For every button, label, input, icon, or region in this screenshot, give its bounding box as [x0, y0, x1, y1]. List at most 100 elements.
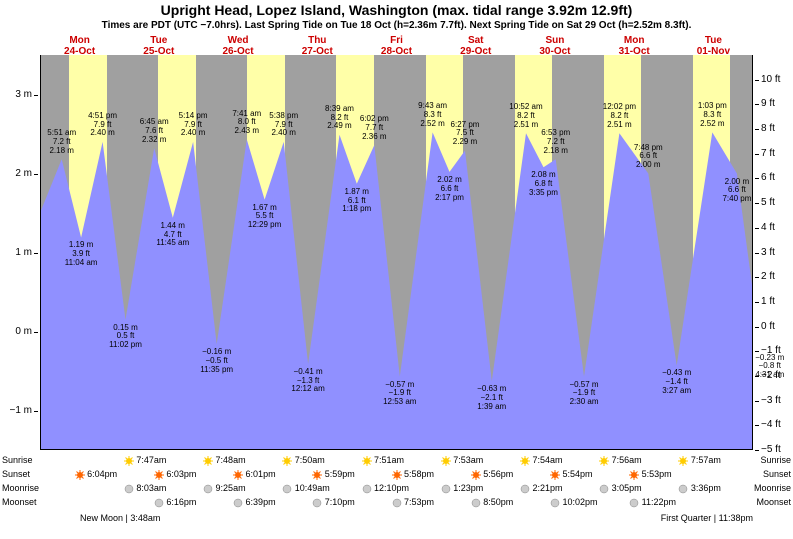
- y-tick-ft: −1 ft: [761, 345, 781, 356]
- y-tick-m: 2 m: [0, 168, 32, 179]
- sunset-icon: [75, 470, 85, 480]
- day-header: Sun30-Oct: [515, 35, 594, 57]
- tick-mark: [34, 332, 38, 333]
- moonrise-time: 2:21pm: [520, 483, 563, 494]
- day-of-week: Wed: [198, 35, 277, 46]
- moonset-time: 7:53pm: [392, 497, 435, 508]
- chart-subtitle: Times are PDT (UTC −7.0hrs). Last Spring…: [102, 20, 692, 31]
- tick-mark: [755, 302, 759, 303]
- tick-mark: [755, 327, 759, 328]
- day-of-week: Tue: [119, 35, 198, 46]
- y-axis-feet: 10 ft9 ft8 ft7 ft6 ft5 ft4 ft3 ft2 ft1 f…: [755, 55, 793, 450]
- tick-mark: [755, 104, 759, 105]
- y-tick-ft: 7 ft: [761, 148, 775, 159]
- moonrise-time: 1:23pm: [441, 483, 484, 494]
- y-tick-ft: 3 ft: [761, 247, 775, 258]
- sunset-time: 5:59pm: [312, 469, 355, 480]
- sunrise-icon: [203, 456, 213, 466]
- day-of-week: Fri: [357, 35, 436, 46]
- sunrise-time: 7:54am: [520, 455, 563, 466]
- tide-event-label: 2.08 m6.8 ft3:35 pm: [529, 171, 558, 197]
- y-tick-ft: 10 ft: [761, 74, 780, 85]
- tide-event-label: 6:45 am7.6 ft2.32 m: [140, 118, 169, 144]
- tick-mark: [755, 401, 759, 402]
- tide-event-label: −0.43 m−1.4 ft3:27 am: [662, 369, 691, 395]
- moonset-icon: [550, 498, 560, 508]
- row-label-left: Moonrise: [2, 483, 39, 493]
- moonset-icon: [233, 498, 243, 508]
- tide-event-label: 10:52 am8.2 ft2.51 m: [509, 103, 542, 129]
- sunset-time: 6:03pm: [154, 469, 197, 480]
- tick-mark: [755, 425, 759, 426]
- sunrise-icon: [362, 456, 372, 466]
- y-tick-ft: 9 ft: [761, 98, 775, 109]
- tide-event-label: 2.02 m6.6 ft2:17 pm: [435, 176, 464, 202]
- moonrise-icon: [520, 484, 530, 494]
- tide-event-label: 8:39 am8.2 ft2.49 m: [325, 105, 354, 131]
- sunset-time: 6:01pm: [233, 469, 276, 480]
- tick-mark: [755, 80, 759, 81]
- moonrise-time: 10:49am: [282, 483, 330, 494]
- row-label-right: Moonrise: [754, 483, 791, 493]
- tide-chart: Upright Head, Lopez Island, Washington (…: [0, 0, 793, 539]
- moonrise-icon: [599, 484, 609, 494]
- row-label-right: Moonset: [756, 497, 791, 507]
- tide-event-label: 6:27 pm7.5 ft2.29 m: [451, 121, 480, 147]
- moon-phase-left: New Moon | 3:48am: [80, 513, 160, 523]
- day-header: Wed26-Oct: [198, 35, 277, 57]
- tick-mark: [34, 253, 38, 254]
- sunset-time: 5:54pm: [550, 469, 593, 480]
- y-tick-ft: 5 ft: [761, 197, 775, 208]
- moonset-time: 8:50pm: [471, 497, 514, 508]
- axis-right-border: [752, 55, 753, 450]
- sunset-time: 5:58pm: [392, 469, 435, 480]
- sunrise-icon: [599, 456, 609, 466]
- day-of-week: Sat: [436, 35, 515, 46]
- moonrise-icon: [124, 484, 134, 494]
- day-of-week: Sun: [515, 35, 594, 46]
- y-tick-ft: −3 ft: [761, 395, 781, 406]
- sunrise-icon: [124, 456, 134, 466]
- y-tick-m: −1 m: [0, 405, 32, 416]
- tide-event-label: 1:03 pm8.3 ft2.52 m: [698, 102, 727, 128]
- tide-event-label: 0.15 m0.5 ft11:02 pm: [109, 324, 142, 350]
- axis-left-border: [40, 55, 41, 450]
- day-of-week: Thu: [278, 35, 357, 46]
- tick-mark: [755, 277, 759, 278]
- sunrise-time: 7:50am: [282, 455, 325, 466]
- tick-mark: [34, 174, 38, 175]
- day-header: Fri28-Oct: [357, 35, 436, 57]
- axis-bottom-border: [40, 449, 753, 450]
- sunrise-icon: [441, 456, 451, 466]
- moonset-time: 6:16pm: [154, 497, 197, 508]
- moon-phase-right: First Quarter | 11:38pm: [661, 513, 753, 523]
- tide-event-label: 5:38 pm7.9 ft2.40 m: [269, 112, 298, 138]
- tide-event-label: 1.67 m5.5 ft12:29 pm: [248, 204, 281, 230]
- y-tick-ft: −2 ft: [761, 370, 781, 381]
- y-tick-ft: 4 ft: [761, 222, 775, 233]
- tide-event-label: −0.57 m−1.9 ft2:30 am: [569, 381, 598, 407]
- plot-area: 5:51 am7.2 ft2.18 m1.19 m3.9 ft11:04 am4…: [40, 55, 753, 450]
- tick-mark: [34, 95, 38, 96]
- day-header: Mon24-Oct: [40, 35, 119, 57]
- y-tick-m: 1 m: [0, 247, 32, 258]
- tick-mark: [755, 351, 759, 352]
- y-tick-ft: 8 ft: [761, 123, 775, 134]
- sunrise-time: 7:56am: [599, 455, 642, 466]
- row-label-left: Sunset: [2, 469, 30, 479]
- sunrise-time: 7:51am: [362, 455, 405, 466]
- moonset-icon: [629, 498, 639, 508]
- moonrise-time: 3:05pm: [599, 483, 642, 494]
- sunset-icon: [154, 470, 164, 480]
- moonrise-icon: [362, 484, 372, 494]
- moonset-icon: [154, 498, 164, 508]
- sunset-time: 6:04pm: [75, 469, 118, 480]
- tide-event-label: 1.44 m4.7 ft11:45 am: [156, 222, 189, 248]
- moonset-time: 7:10pm: [312, 497, 355, 508]
- moonrise-icon: [282, 484, 292, 494]
- tide-event-label: 6:53 pm7.2 ft2.18 m: [541, 129, 570, 155]
- tide-event-label: 2.00 m6.6 ft7:40 pm: [722, 178, 751, 204]
- tide-event-label: 5:14 pm7.9 ft2.40 m: [179, 112, 208, 138]
- y-tick-m: 0 m: [0, 326, 32, 337]
- tide-event-label: 12:02 pm8.2 ft2.51 m: [603, 103, 636, 129]
